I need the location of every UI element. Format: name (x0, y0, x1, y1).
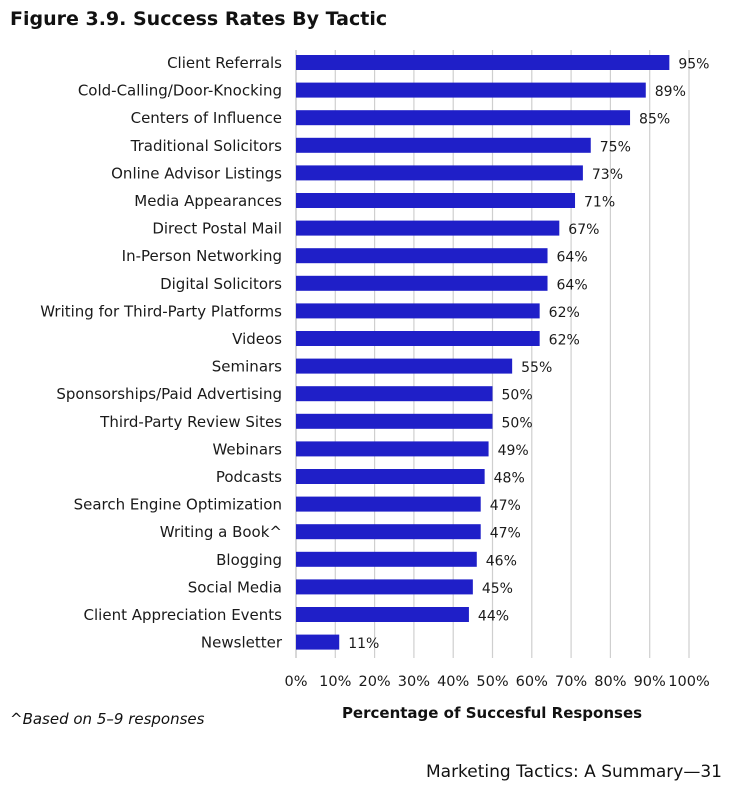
category-label: Videos (232, 330, 282, 348)
x-tick-labels: 0% 10% 20% 30% 40% 50% 60% 70% 80% 90% 100% (284, 674, 709, 690)
category-label: Sponsorships/Paid Advertising (56, 385, 282, 403)
x-tick-label: 0% (284, 674, 307, 690)
category-label: Social Media (188, 578, 282, 596)
category-label: In-Person Networking (122, 247, 282, 265)
category-label: Writing for Third-Party Platforms (40, 302, 282, 320)
value-label: 50% (502, 388, 533, 404)
x-tick-label: 20% (358, 674, 390, 690)
x-tick-label: 50% (476, 674, 508, 690)
bar-9 (296, 303, 540, 319)
category-label: Digital Solicitors (160, 275, 282, 293)
bar-14 (296, 441, 489, 457)
bar-21 (296, 634, 340, 650)
category-label: Third-Party Review Sites (99, 413, 282, 431)
value-label: 50% (502, 415, 533, 431)
x-tick-label: 100% (668, 674, 709, 690)
x-axis-title: Percentage of Succesful Responses (342, 704, 642, 722)
category-label: Direct Postal Mail (152, 220, 282, 238)
page-footer: Marketing Tactics: A Summary—31 (425, 762, 722, 782)
value-label: 47% (490, 526, 521, 542)
x-tick-label: 30% (398, 674, 430, 690)
category-label: Writing a Book^ (160, 523, 282, 541)
value-label: 67% (568, 222, 599, 238)
x-tick-label: 40% (437, 674, 469, 690)
bar-7 (296, 248, 548, 264)
category-label: Traditional Solicitors (130, 137, 283, 155)
category-label: Client Appreciation Events (84, 606, 283, 624)
bar-8 (296, 275, 548, 291)
bar-4 (296, 165, 583, 181)
x-tick-label: 80% (594, 674, 626, 690)
bar-5 (296, 193, 576, 208)
x-tick-label: 90% (634, 674, 666, 690)
value-label: 75% (600, 139, 631, 155)
value-label: 64% (557, 250, 588, 266)
bar-20 (296, 607, 469, 622)
bar-11 (296, 358, 513, 374)
category-label: Client Referrals (167, 54, 282, 72)
bar-16 (296, 496, 481, 512)
value-label: 71% (584, 195, 615, 211)
bar-18 (296, 551, 477, 567)
footnote: ^Based on 5–9 responses (10, 710, 205, 728)
value-label: 49% (498, 443, 529, 459)
value-label: 46% (486, 553, 517, 569)
value-label: 64% (557, 277, 588, 293)
value-label: 45% (482, 581, 513, 597)
value-label: 85% (639, 112, 670, 128)
category-label: Blogging (216, 551, 282, 569)
value-label: 62% (549, 333, 580, 349)
value-label: 55% (521, 360, 552, 376)
x-tick-label: 70% (555, 674, 587, 690)
x-tick-label: 10% (319, 674, 351, 690)
bar-0 (296, 55, 670, 70)
value-label: 11% (348, 636, 379, 652)
category-label: Online Advisor Listings (111, 164, 282, 182)
bar-12 (296, 386, 493, 402)
value-label: 95% (678, 57, 709, 73)
category-label: Search Engine Optimization (74, 496, 282, 514)
bar-17 (296, 524, 481, 540)
bar-13 (296, 413, 493, 429)
figure-title: Figure 3.9. Success Rates By Tactic (10, 8, 388, 30)
category-label: Podcasts (216, 468, 282, 486)
value-labels: 95% 89% 85% 75% 73% 71% 67% 64% 64% 62% 62% 55% 50% 5… (348, 57, 709, 653)
value-label: 73% (592, 167, 623, 183)
category-label: Newsletter (201, 634, 283, 652)
value-label: 62% (549, 305, 580, 321)
bars (296, 55, 670, 650)
bar-10 (296, 331, 540, 346)
category-label: Centers of Influence (131, 109, 282, 127)
value-label: 47% (490, 498, 521, 514)
bar-3 (296, 137, 591, 153)
bar-2 (296, 110, 631, 126)
category-label: Webinars (212, 440, 282, 458)
value-label: 89% (655, 84, 686, 100)
category-labels: Client Referrals Cold-Calling/Door-Knocki… (40, 54, 283, 652)
x-tick-label: 60% (516, 674, 548, 690)
bar-15 (296, 469, 485, 484)
category-label: Seminars (212, 358, 282, 376)
category-label: Media Appearances (134, 192, 282, 210)
value-label: 44% (478, 609, 509, 625)
category-label: Cold-Calling/Door-Knocking (78, 82, 282, 100)
bar-19 (296, 579, 473, 595)
bar-6 (296, 220, 560, 236)
bar-1 (296, 82, 646, 98)
value-label: 48% (494, 471, 525, 487)
